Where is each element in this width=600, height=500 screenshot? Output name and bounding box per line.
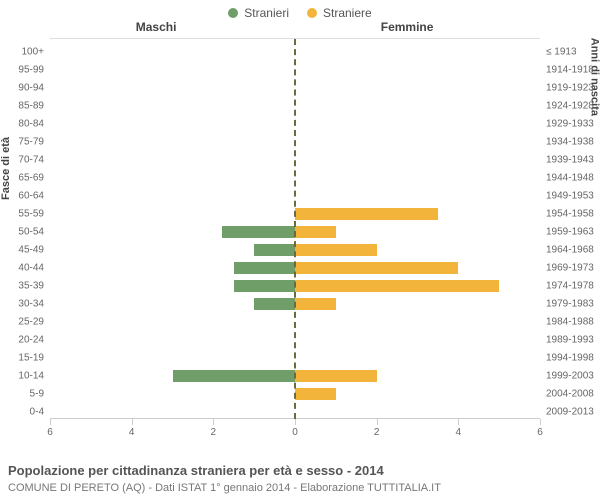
legend-item-f: Straniere — [307, 6, 372, 20]
age-label: 95-99 — [18, 65, 50, 76]
bar-female — [295, 370, 377, 382]
cohort-label: 1929-1933 — [540, 119, 594, 130]
age-label: 15-19 — [18, 353, 50, 364]
cohort-label: 1959-1963 — [540, 227, 594, 238]
chart-subtitle: COMUNE DI PERETO (AQ) - Dati ISTAT 1° ge… — [8, 482, 441, 494]
age-label: 100+ — [21, 47, 50, 58]
bar-female — [295, 298, 336, 310]
header-femmine: Femmine — [381, 20, 434, 34]
age-label: 0-4 — [30, 407, 50, 418]
legend-label-m: Stranieri — [244, 6, 289, 20]
bar-male — [234, 280, 295, 292]
cohort-label: 1924-1928 — [540, 101, 594, 112]
x-tick-label: 2 — [374, 427, 380, 438]
cohort-label: 1934-1938 — [540, 137, 594, 148]
age-label: 20-24 — [18, 335, 50, 346]
y-axis-title-left: Fasce di età — [0, 137, 12, 200]
cohort-label: 1949-1953 — [540, 191, 594, 202]
cohort-label: 1974-1978 — [540, 281, 594, 292]
age-label: 35-39 — [18, 281, 50, 292]
age-label: 75-79 — [18, 137, 50, 148]
chart-title: Popolazione per cittadinanza straniera p… — [8, 463, 384, 478]
age-label: 70-74 — [18, 155, 50, 166]
bar-female — [295, 280, 499, 292]
age-label: 50-54 — [18, 227, 50, 238]
bar-male — [234, 262, 295, 274]
age-label: 45-49 — [18, 245, 50, 256]
legend-label-f: Straniere — [323, 6, 372, 20]
bar-male — [254, 244, 295, 256]
legend: Stranieri Straniere — [0, 0, 600, 20]
age-label: 65-69 — [18, 173, 50, 184]
cohort-label: 1989-1993 — [540, 335, 594, 346]
plot-area: 6420246 100+≤ 191395-991914-191890-94191… — [50, 38, 540, 419]
legend-item-m: Stranieri — [228, 6, 289, 20]
cohort-label: 1994-1998 — [540, 353, 594, 364]
bar-female — [295, 244, 377, 256]
bar-male — [173, 370, 296, 382]
age-label: 60-64 — [18, 191, 50, 202]
cohort-label: 1944-1948 — [540, 173, 594, 184]
cohort-label: 1939-1943 — [540, 155, 594, 166]
age-label: 90-94 — [18, 83, 50, 94]
bar-male — [254, 298, 295, 310]
age-label: 55-59 — [18, 209, 50, 220]
x-tick-label: 4 — [129, 427, 135, 438]
age-label: 10-14 — [18, 371, 50, 382]
age-label: 25-29 — [18, 317, 50, 328]
age-label: 40-44 — [18, 263, 50, 274]
bar-male — [222, 226, 296, 238]
column-headers: Maschi Femmine — [0, 20, 600, 38]
x-tick-label: 2 — [211, 427, 217, 438]
cohort-label: 2004-2008 — [540, 389, 594, 400]
cohort-label: 1954-1958 — [540, 209, 594, 220]
cohort-label: 1969-1973 — [540, 263, 594, 274]
cohort-label: 1964-1968 — [540, 245, 594, 256]
bar-female — [295, 208, 438, 220]
age-label: 5-9 — [30, 389, 50, 400]
cohort-label: 1984-1988 — [540, 317, 594, 328]
bar-female — [295, 226, 336, 238]
cohort-label: 1999-2003 — [540, 371, 594, 382]
x-tick-label: 6 — [47, 427, 53, 438]
bar-female — [295, 262, 458, 274]
age-label: 85-89 — [18, 101, 50, 112]
x-tick-label: 0 — [292, 427, 298, 438]
legend-swatch-m — [228, 8, 238, 18]
cohort-label: 1919-1923 — [540, 83, 594, 94]
cohort-label: ≤ 1913 — [540, 47, 577, 58]
bar-female — [295, 388, 336, 400]
cohort-label: 1979-1983 — [540, 299, 594, 310]
header-maschi: Maschi — [136, 20, 177, 34]
x-tick-label: 4 — [456, 427, 462, 438]
age-label: 30-34 — [18, 299, 50, 310]
cohort-label: 2009-2013 — [540, 407, 594, 418]
chart-container: Stranieri Straniere Maschi Femmine Fasce… — [0, 0, 600, 500]
cohort-label: 1914-1918 — [540, 65, 594, 76]
center-divider — [294, 39, 296, 419]
x-tick — [540, 419, 541, 425]
age-label: 80-84 — [18, 119, 50, 130]
legend-swatch-f — [307, 8, 317, 18]
x-tick-label: 6 — [537, 427, 543, 438]
